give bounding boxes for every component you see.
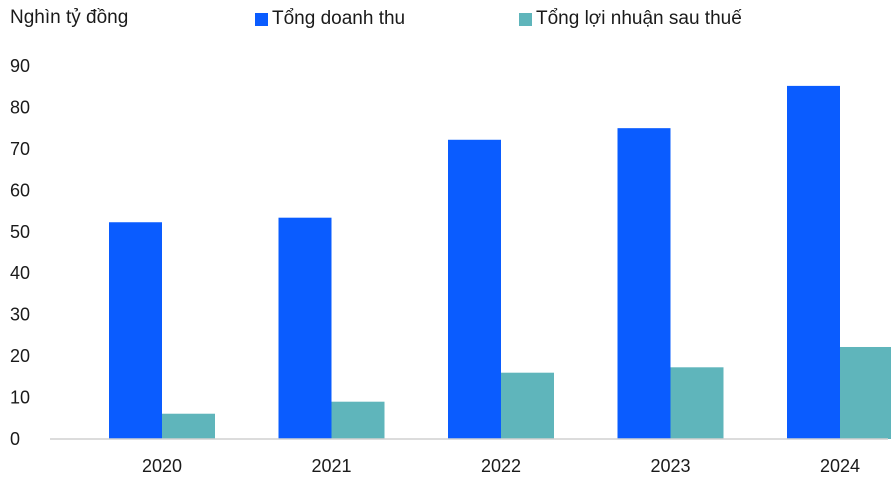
bar-profit <box>331 401 385 439</box>
legend-label-profit: Tổng lợi nhuận sau thuế <box>536 8 742 29</box>
bar-revenue <box>787 85 840 439</box>
x-tick-label: 2022 <box>481 456 521 476</box>
y-tick-label: 80 <box>10 97 30 117</box>
x-tick-label: 2020 <box>142 456 182 476</box>
legend-item-revenue: Tổng doanh thu <box>255 8 405 30</box>
y-tick-label: 10 <box>10 388 30 408</box>
legend-swatch-revenue <box>255 12 268 26</box>
y-tick-label: 30 <box>10 305 30 325</box>
y-tick-label: 70 <box>10 139 30 159</box>
y-tick-label: 40 <box>10 263 30 283</box>
x-tick-label: 2023 <box>650 456 690 476</box>
bars <box>109 85 891 439</box>
y-tick-label: 60 <box>10 180 30 200</box>
x-axis-ticks: 2020 2021 2022 2023 2024 <box>142 456 860 476</box>
bar-profit <box>670 367 724 439</box>
bar-profit <box>501 372 554 439</box>
x-tick-label: 2024 <box>820 456 860 476</box>
y-tick-label: 90 <box>10 56 30 76</box>
bar-revenue <box>109 222 162 439</box>
y-axis-unit-label: Nghìn tỷ đồng <box>10 7 129 28</box>
bar-profit <box>840 346 891 439</box>
y-tick-label: 20 <box>10 346 30 366</box>
legend-item-profit: Tổng lợi nhuận sau thuế <box>519 8 742 30</box>
y-tick-label: 50 <box>10 222 30 242</box>
bar-profit <box>162 413 215 439</box>
y-tick-label: 0 <box>10 429 20 449</box>
bar-revenue <box>448 139 501 439</box>
bar-revenue <box>278 217 332 439</box>
x-tick-label: 2021 <box>311 456 351 476</box>
y-axis-ticks: 0 10 20 30 40 50 60 70 80 90 <box>10 56 30 449</box>
bar-revenue <box>617 128 671 439</box>
legend-label-revenue: Tổng doanh thu <box>272 8 406 29</box>
legend-swatch-profit <box>519 12 532 26</box>
